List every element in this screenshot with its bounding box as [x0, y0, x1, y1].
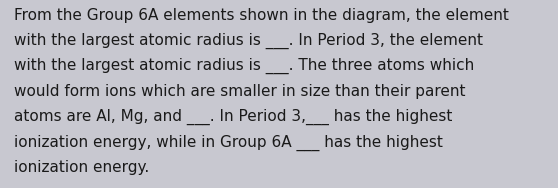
Text: atoms are Al, Mg, and ___. In Period 3,___ has the highest: atoms are Al, Mg, and ___. In Period 3,_…: [14, 109, 453, 125]
Text: ionization energy.: ionization energy.: [14, 160, 149, 175]
Text: with the largest atomic radius is ___. The three atoms which: with the largest atomic radius is ___. T…: [14, 58, 474, 74]
Text: ionization energy, while in Group 6A ___ has the highest: ionization energy, while in Group 6A ___…: [14, 134, 443, 151]
Text: From the Group 6A elements shown in the diagram, the element: From the Group 6A elements shown in the …: [14, 8, 509, 23]
Text: with the largest atomic radius is ___. In Period 3, the element: with the largest atomic radius is ___. I…: [14, 33, 483, 49]
Text: would form ions which are smaller in size than their parent: would form ions which are smaller in siz…: [14, 84, 465, 99]
